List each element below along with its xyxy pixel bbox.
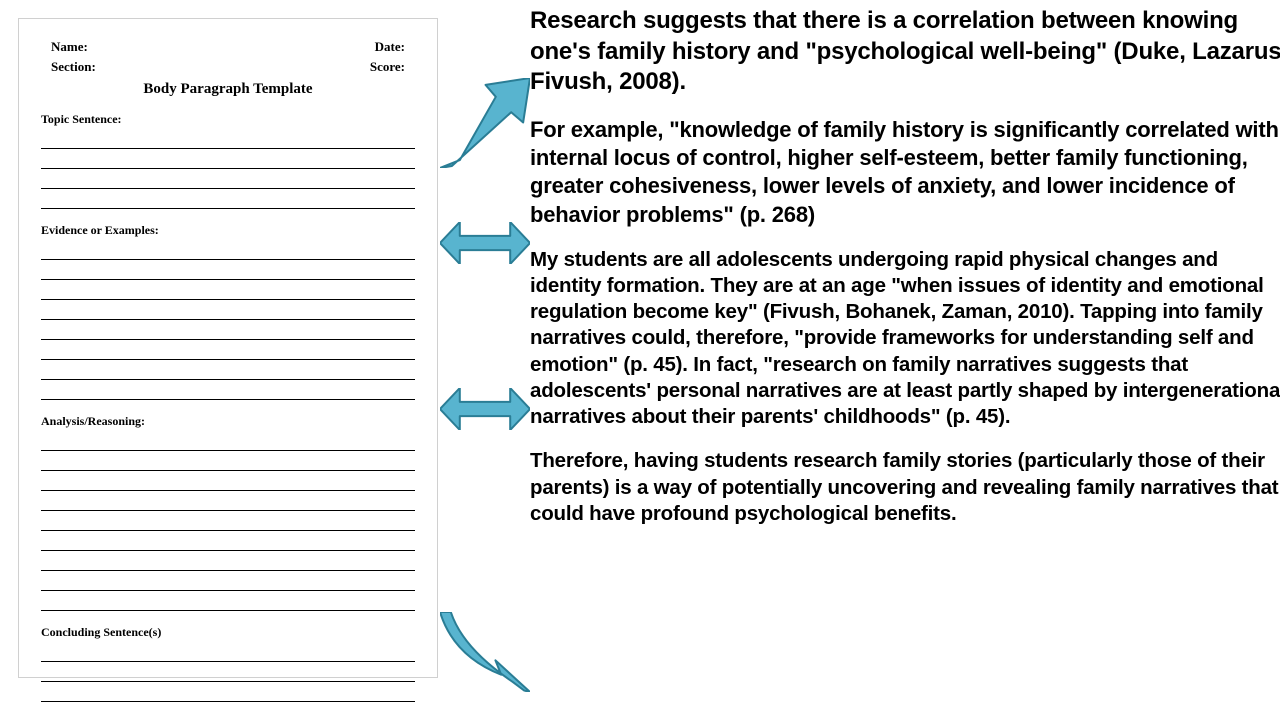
blank-line	[41, 473, 415, 491]
blank-line	[41, 553, 415, 571]
paragraph-topic-sentence: Research suggests that there is a correl…	[530, 6, 1280, 98]
arrow-topic-icon	[440, 78, 530, 168]
worksheet-header-row1: Name: Date:	[41, 39, 415, 55]
blank-line	[41, 593, 415, 611]
section-topic-label: Topic Sentence:	[41, 112, 415, 127]
section-topic-lines	[41, 131, 415, 209]
blank-line	[41, 262, 415, 280]
blank-line	[41, 644, 415, 662]
blank-line	[41, 131, 415, 149]
paragraph-evidence: For example, "knowledge of family histor…	[530, 116, 1280, 229]
label-date: Date:	[375, 39, 405, 55]
section-conclude-label: Concluding Sentence(s)	[41, 625, 415, 640]
blank-line	[41, 282, 415, 300]
blank-line	[41, 433, 415, 451]
blank-line	[41, 533, 415, 551]
blank-line	[41, 684, 415, 702]
blank-line	[41, 342, 415, 360]
paragraph-conclusion: Therefore, having students research fami…	[530, 448, 1280, 527]
section-evidence-lines	[41, 242, 415, 400]
example-text-column: Research suggests that there is a correl…	[530, 6, 1280, 545]
paragraph-analysis: My students are all adolescents undergoi…	[530, 247, 1280, 431]
blank-line	[41, 493, 415, 511]
blank-line	[41, 171, 415, 189]
blank-line	[41, 362, 415, 380]
label-name: Name:	[51, 39, 88, 55]
arrow-analysis-icon	[440, 388, 530, 430]
section-analysis-lines	[41, 433, 415, 611]
section-conclude-lines	[41, 644, 415, 702]
section-analysis-label: Analysis/Reasoning:	[41, 414, 415, 429]
section-evidence-label: Evidence or Examples:	[41, 223, 415, 238]
blank-line	[41, 322, 415, 340]
worksheet-title: Body Paragraph Template	[41, 81, 415, 98]
worksheet-header-row2: Section: Score:	[41, 59, 415, 75]
blank-line	[41, 573, 415, 591]
blank-line	[41, 242, 415, 260]
arrow-evidence-icon	[440, 222, 530, 264]
blank-line	[41, 664, 415, 682]
arrow-conclusion-icon	[440, 612, 530, 692]
blank-line	[41, 513, 415, 531]
blank-line	[41, 151, 415, 169]
worksheet-template: Name: Date: Section: Score: Body Paragra…	[18, 18, 438, 678]
label-score: Score:	[370, 59, 405, 75]
blank-line	[41, 191, 415, 209]
blank-line	[41, 453, 415, 471]
blank-line	[41, 302, 415, 320]
blank-line	[41, 382, 415, 400]
label-section: Section:	[51, 59, 96, 75]
